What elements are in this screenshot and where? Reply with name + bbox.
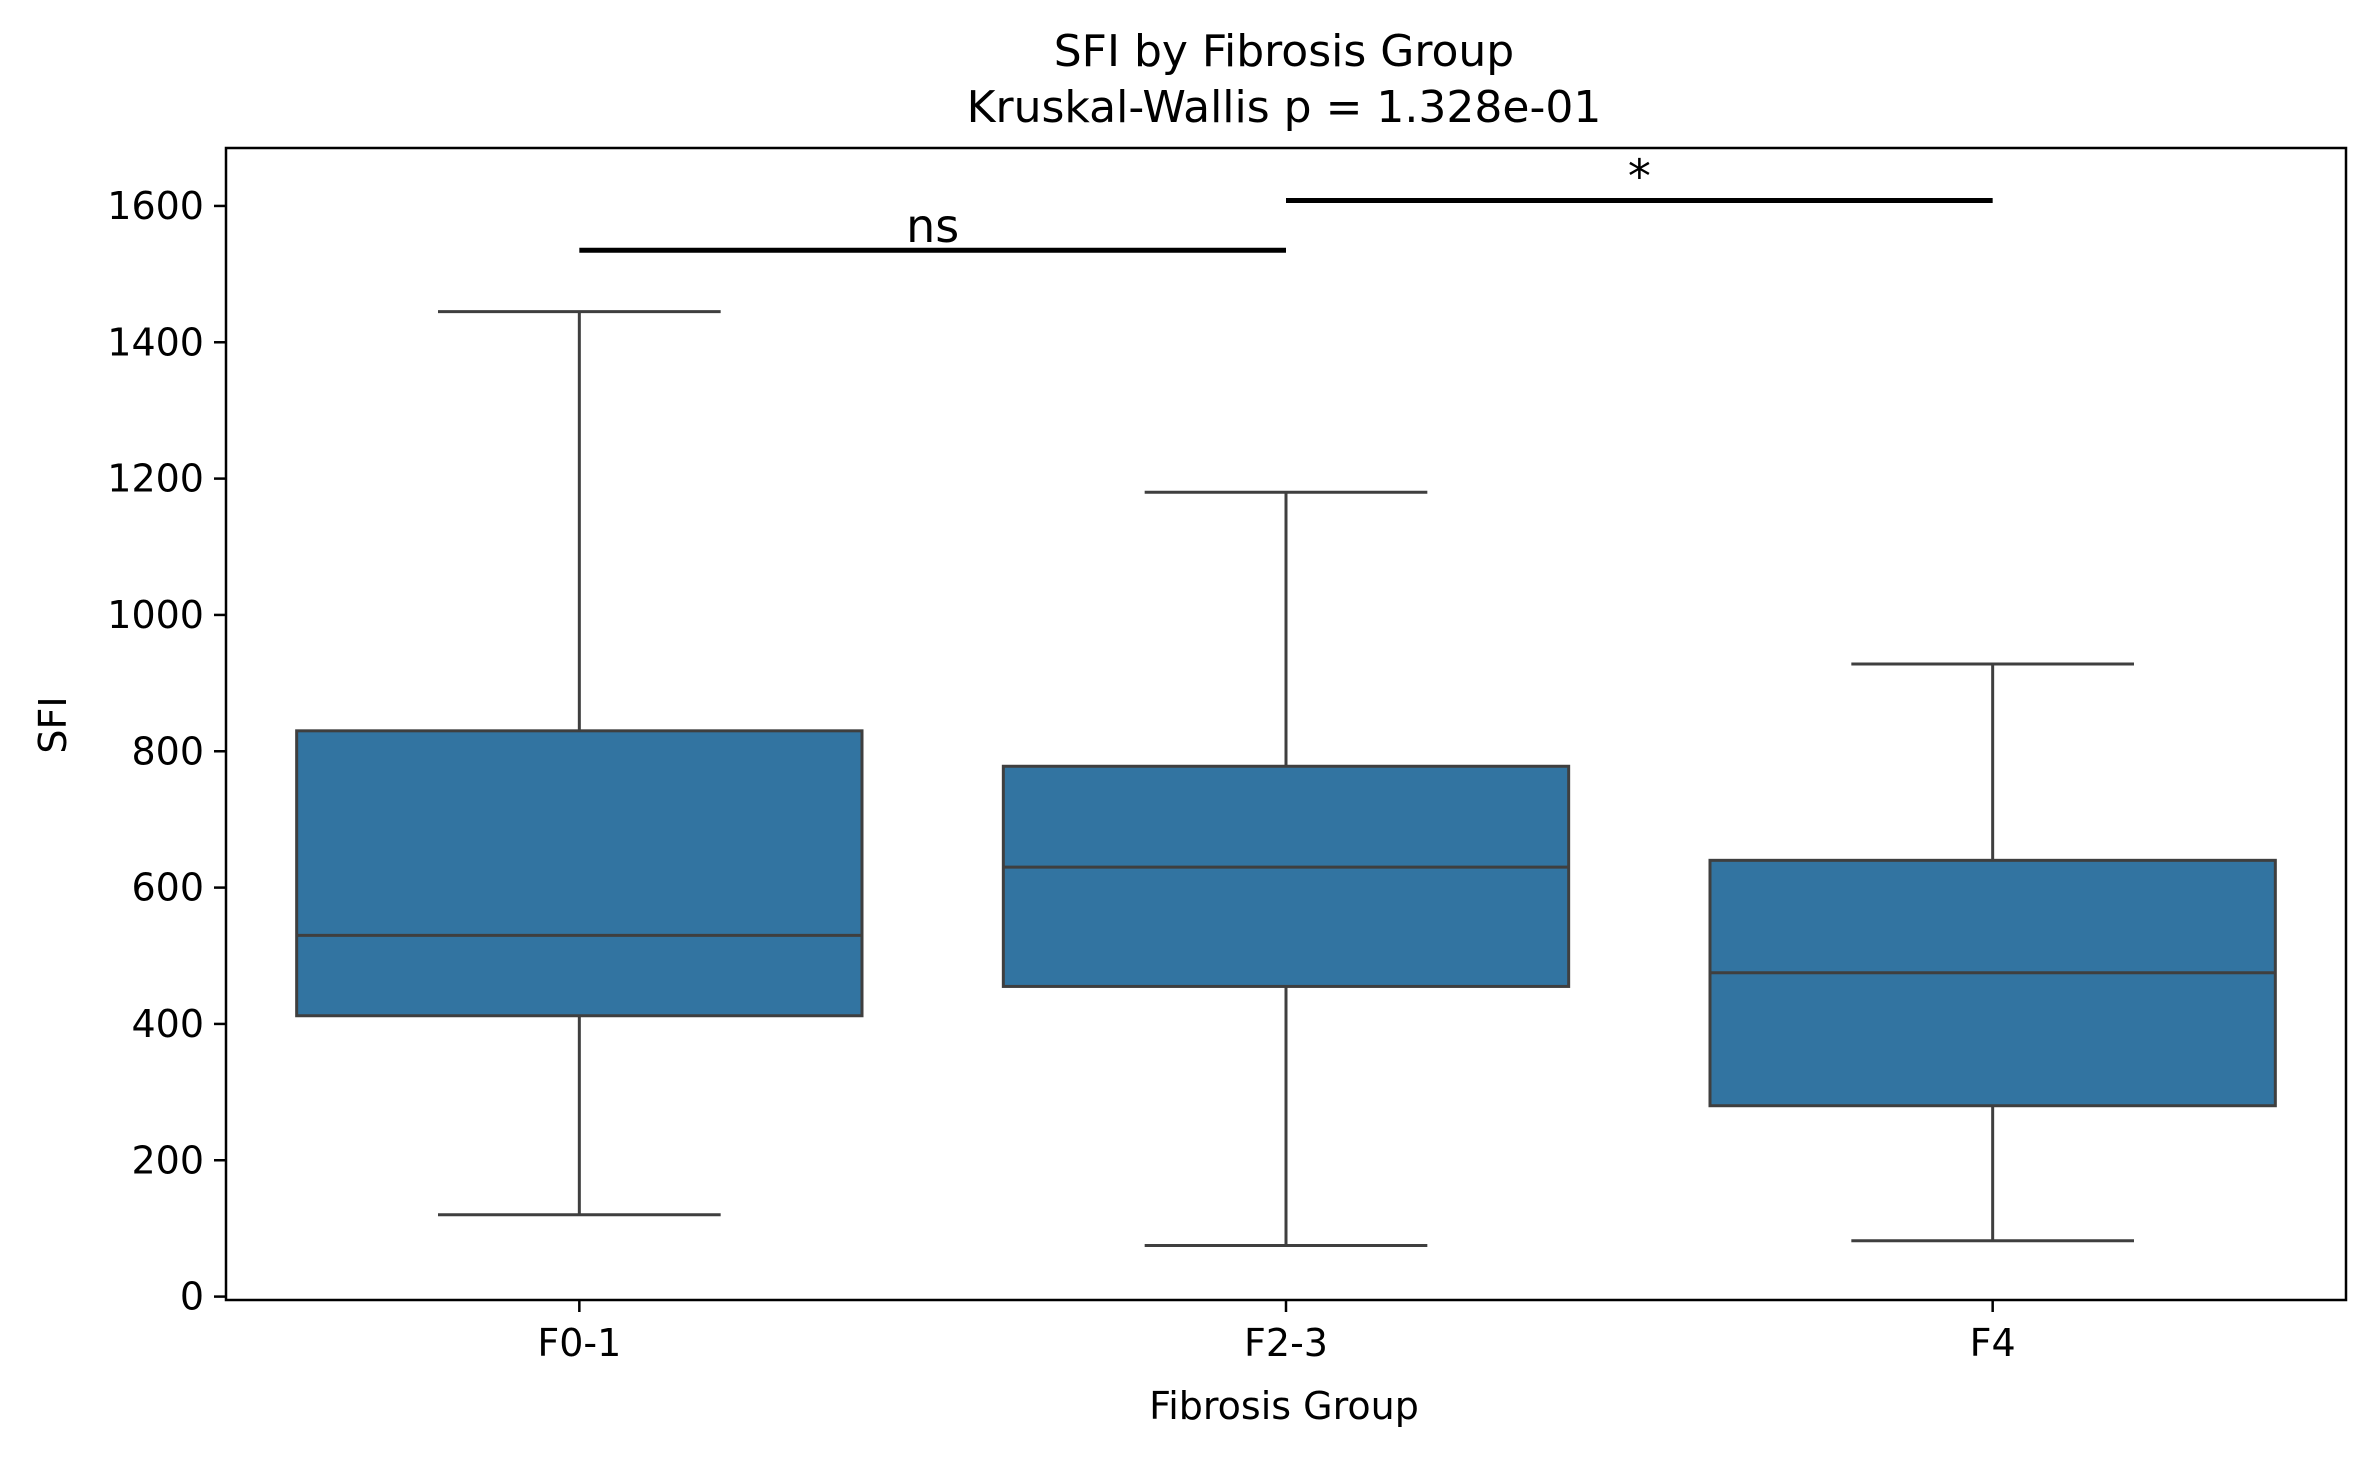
y-tick-label-1200: 1200 bbox=[107, 457, 204, 501]
x-tick-label-f2-3: F2-3 bbox=[1244, 1321, 1328, 1365]
y-axis-label: SFI bbox=[31, 696, 75, 753]
y-tick-label-600: 600 bbox=[131, 866, 204, 910]
y-tick-label-1000: 1000 bbox=[107, 593, 204, 637]
box-f4 bbox=[1708, 858, 2277, 1108]
y-tick-label-1600: 1600 bbox=[107, 184, 204, 228]
x-axis-label: Fibrosis Group bbox=[1149, 1384, 1419, 1428]
plot-area: 0 200 400 600 800 1000 1200 1400 1600 F0-1 F2-3 F4 n… bbox=[107, 146, 2348, 1365]
box-f2-3 bbox=[1001, 764, 1571, 988]
x-tick-label-f4: F4 bbox=[1970, 1321, 2016, 1365]
chart-title: SFI by Fibrosis Group bbox=[1054, 26, 1514, 77]
significance-label-2: * bbox=[1628, 149, 1651, 203]
y-tick-label-200: 200 bbox=[131, 1138, 204, 1182]
box-f0-1 bbox=[295, 729, 864, 1018]
y-tick-label-800: 800 bbox=[131, 729, 204, 773]
chart-subtitle: Kruskal-Wallis p = 1.328e-01 bbox=[967, 82, 1602, 133]
y-tick-label-1400: 1400 bbox=[107, 320, 204, 364]
significance-label-1: ns bbox=[906, 199, 959, 253]
y-tick-label-0: 0 bbox=[180, 1275, 204, 1319]
y-tick-label-400: 400 bbox=[131, 1002, 204, 1046]
x-tick-label-f0-1: F0-1 bbox=[537, 1321, 621, 1365]
